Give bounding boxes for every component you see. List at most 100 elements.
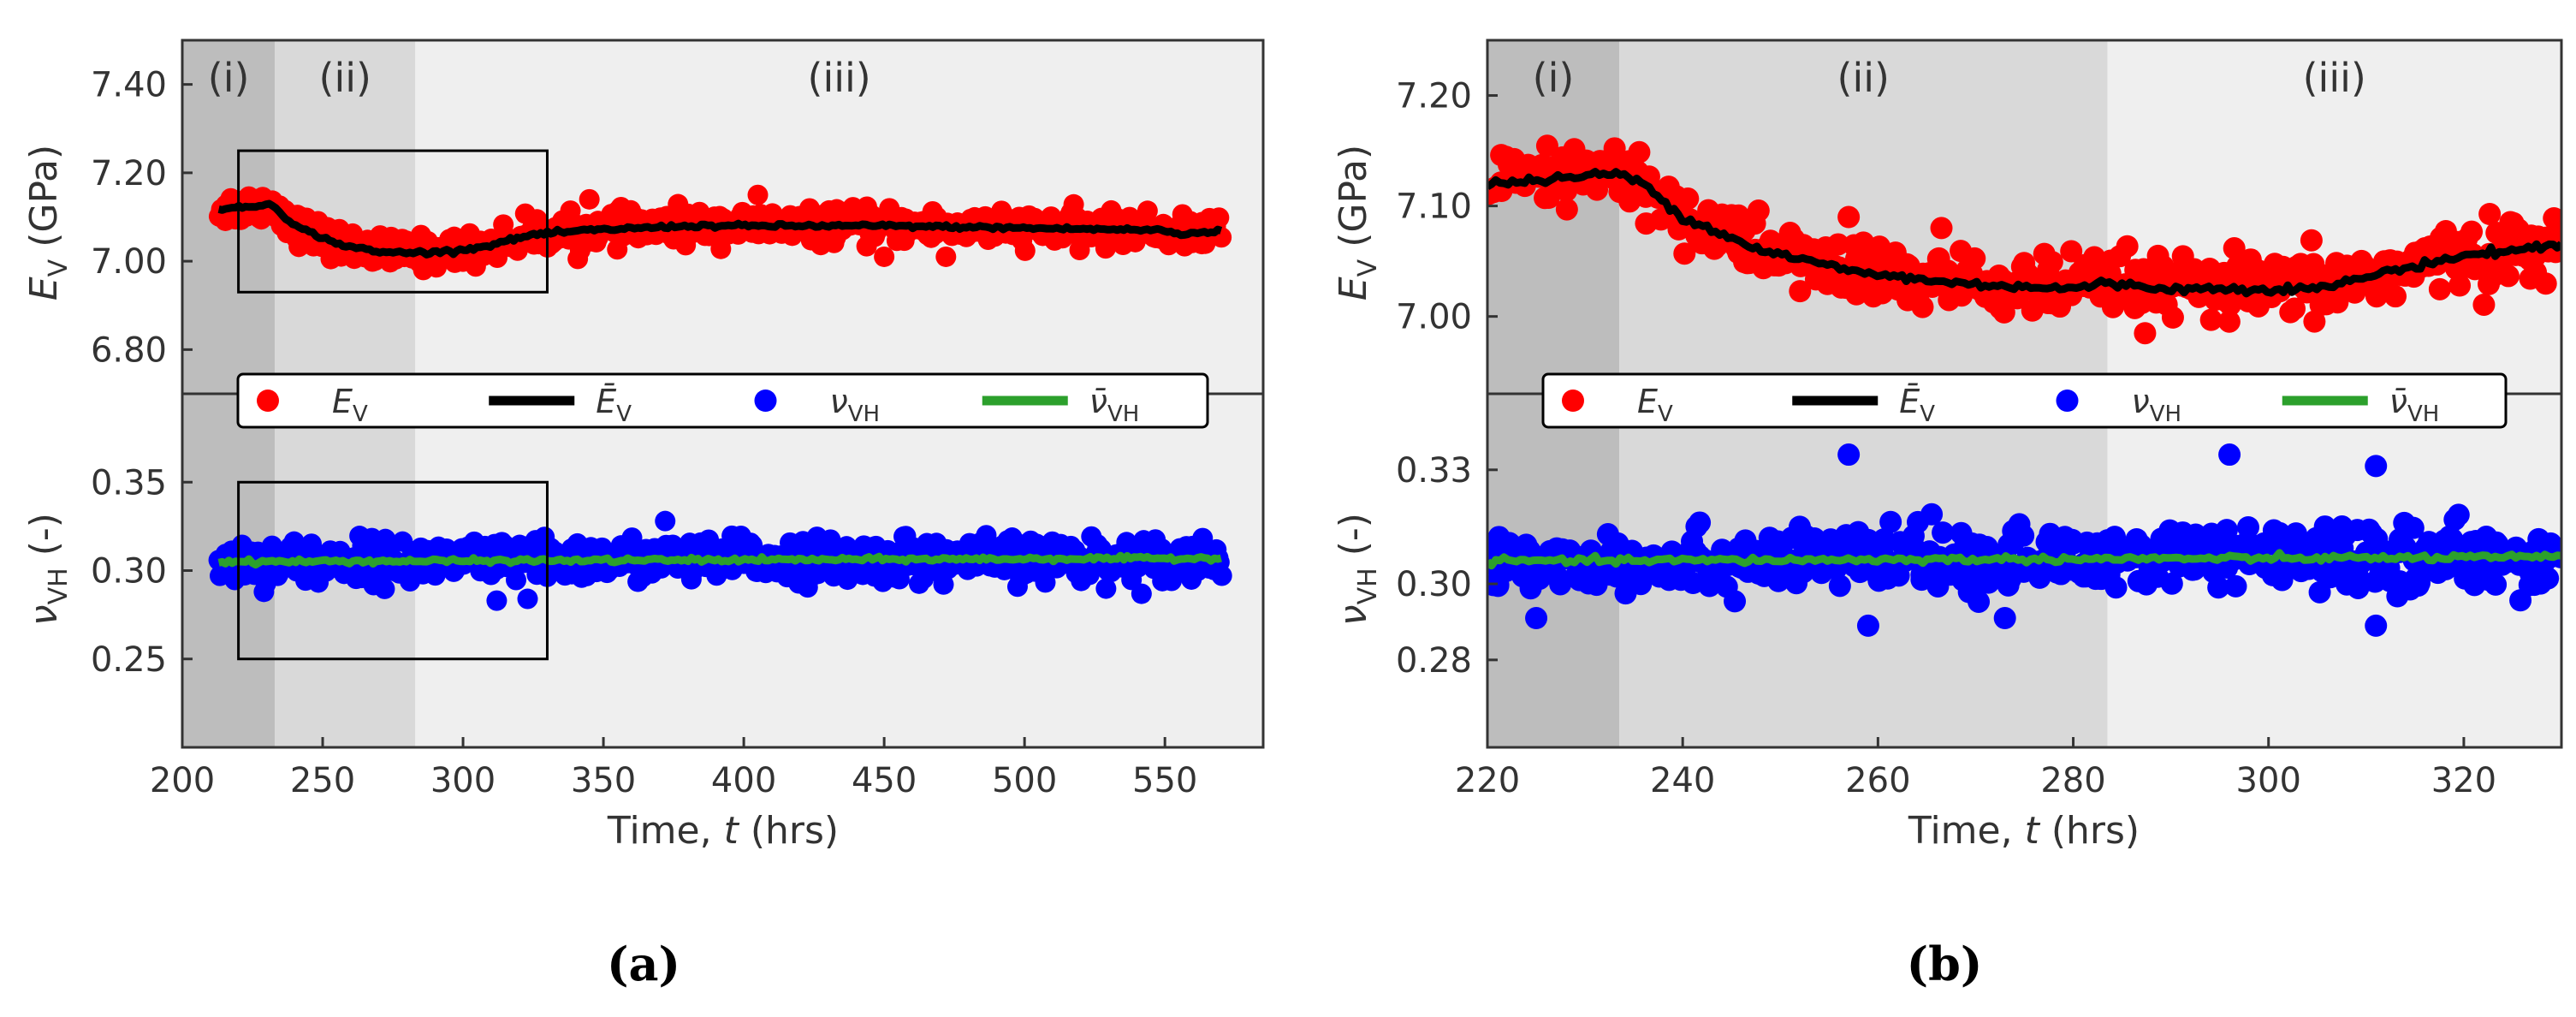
ev-point [2161,306,2184,329]
x-tick-label: 250 [290,761,355,800]
nu-point [2215,519,2238,542]
legend-nu-mean-label: ν̄VH [2389,383,2440,427]
nu-outlier-point [1837,443,1861,467]
ev-point [2384,285,2407,308]
ev-point [2534,272,2557,295]
top-y-tick-label: 7.20 [91,154,167,193]
ev-point [1628,140,1651,164]
nu-point [2447,503,2470,526]
legend-nu-label: νVH [2132,383,2182,427]
nu-point [2236,515,2259,538]
ev-outlier-point [935,246,957,267]
ev-point [2472,293,2496,316]
bottom-y-tick-label: 0.30 [1396,565,1472,604]
ev-mean-line [1487,168,2561,298]
ev-point [1555,198,1578,221]
ev-mean-line [217,199,1223,259]
nu-point [2401,516,2425,539]
panel-a-xlabel: Time, t (hrs) [607,809,839,853]
bottom-y-tick-label: 0.25 [91,640,167,680]
legend-box [1541,372,2508,429]
legend-ev-mean-label: ĒV [1899,383,1935,427]
nu-point [506,569,527,591]
nu-outlier-point [2218,443,2241,467]
region-label-1: (i) [208,55,250,101]
nu-point [1131,583,1152,604]
ev-outlier-point [747,184,769,205]
legend-nu-mean-label: ν̄VH [1089,383,1140,427]
panel-a-region-labels: (i) (ii) (iii) [208,55,871,101]
ev-point [2460,220,2484,243]
x-tick-label: 200 [150,761,215,800]
ev-point [2448,274,2472,297]
x-tick-label: 220 [1455,761,1520,800]
ev-point [1586,178,1609,201]
nu-outlier-point [517,588,538,610]
zoom-box-top [237,149,549,294]
panel-b-bottom-scatter [1487,443,2561,637]
nu-point [2537,567,2560,590]
ev-point [1535,134,1558,158]
ev-point [2300,229,2323,252]
ev-point [1963,247,1986,270]
ev-point [2116,235,2139,258]
panel-a-zoom-boxes [237,149,549,661]
bottom-y-tick-label: 0.35 [91,463,167,503]
panel-a-bottom-scatter [208,510,1232,611]
panel-b-top-ylabel: EV (GPa) [1332,145,1383,300]
ev-outlier-point [874,246,895,267]
ev-point [1137,200,1158,222]
x-tick-label: 350 [571,761,636,800]
panel-a-top-scatter [208,184,1232,281]
nu-point [374,578,395,599]
nu-point [2347,576,2370,599]
legend-ev-label: EV [1637,383,1673,427]
ev-point [2428,277,2451,300]
ev-point [1014,240,1036,261]
ev-point [1911,295,1934,318]
panel-b-bottom-ylabel: νVH (-) [1332,513,1383,626]
top-y-tick-label: 7.00 [91,242,167,282]
x-tick-label: 280 [2040,761,2105,800]
nu-point [2484,573,2508,596]
panel-b-label: (b) [1907,937,1983,991]
ev-point [2283,297,2306,320]
nu-outlier-point [2365,455,2388,478]
ev-point [2101,295,2124,318]
bottom-y-tick-label: 0.30 [91,552,167,592]
nu-outlier-point [655,510,676,532]
ev-outlier-point [579,188,600,210]
x-tick-label: 450 [852,761,917,800]
top-y-tick-label: 7.20 [1396,77,1472,116]
ev-point [2218,294,2241,317]
legend-nu-marker [2056,390,2079,412]
top-y-tick-label: 7.10 [1396,187,1472,227]
nu-point [1828,574,1851,598]
bottom-y-tick-label: 0.33 [1396,451,1472,491]
x-tick-label: 500 [992,761,1057,800]
nu-point [2012,524,2035,547]
panel-b-xlabel: Time, t (hrs) [1908,809,2140,853]
ev-point [1789,280,1812,303]
panel-a-bottom-ylabel: νVH (-) [22,513,74,626]
nu-point [933,574,954,595]
x-tick-label: 260 [1845,761,1910,800]
nu-point [1920,503,1944,526]
x-tick-label: 300 [430,761,496,800]
legend-ev-mean-label: ĒV [596,383,632,427]
ev-outlier-point [1930,217,1953,240]
ev-point [1673,242,1696,265]
ev-point [2548,216,2561,239]
nu-mean-line [1487,549,2561,570]
x-tick-label: 300 [2236,761,2301,800]
top-y-tick-label: 7.40 [91,66,167,105]
ev-point [1826,233,1849,256]
panel-b-top-scatter [1487,134,2561,345]
legend-nu-label: νVH [830,383,881,427]
bottom-y-tick-label: 0.28 [1396,641,1472,681]
x-tick-label: 550 [1132,761,1197,800]
nu-point [1724,590,1747,613]
panel-b-legend: EV ĒV νVH ν̄VH [1541,372,2508,429]
legend-nu-marker [754,390,777,412]
panel-a-label: (a) [607,937,680,991]
